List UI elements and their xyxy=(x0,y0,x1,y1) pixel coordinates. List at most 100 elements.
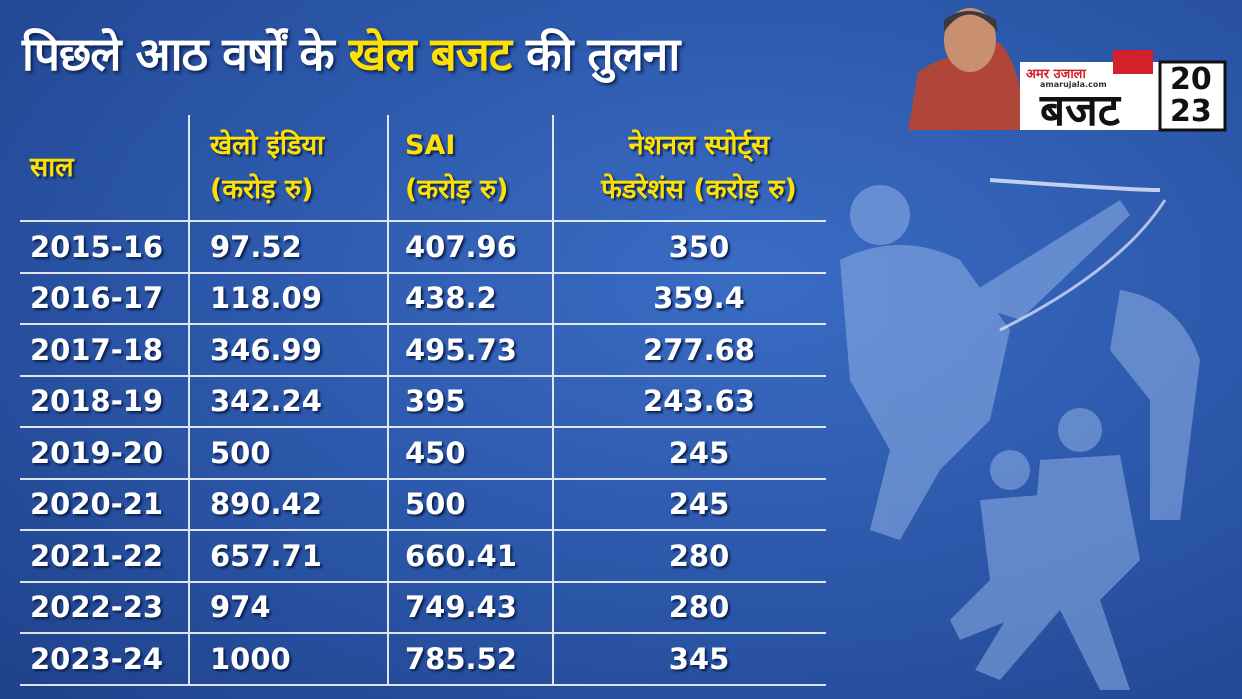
table-row: 2021-22 657.71 660.41 280 xyxy=(20,531,826,583)
column-divider xyxy=(552,376,554,426)
column-divider xyxy=(188,222,190,272)
header-line: (करोड़ रु) xyxy=(210,173,314,205)
title-part: की तुलना xyxy=(526,27,680,81)
table-cell: 2021-22 xyxy=(30,538,164,573)
header-line: खेलो इंडिया xyxy=(210,129,325,161)
header-cell: खेलो इंडिया (करोड़ रु) xyxy=(210,115,400,220)
table-cell: 118.09 xyxy=(210,281,322,316)
header-line: साल xyxy=(30,151,74,183)
table-cell: 243.63 xyxy=(643,384,755,419)
column-divider xyxy=(552,325,554,375)
column-divider xyxy=(552,531,554,581)
header-row: साल खेलो इंडिया (करोड़ रु) SAI (करोड़ रु) नेश… xyxy=(20,115,826,222)
column-divider xyxy=(552,428,554,478)
column-divider xyxy=(387,582,389,632)
table-row: 2022-23 974 749.43 280 xyxy=(20,582,826,634)
table-row: 2018-19 342.24 395 243.63 xyxy=(20,376,826,428)
budget-logo: अमर उजाला amarujala.com बजट 20 23 xyxy=(908,2,1230,136)
table-cell: 974 xyxy=(210,590,271,625)
table-row: 2015-16 97.52 407.96 350 xyxy=(20,222,826,274)
table-cell: 500 xyxy=(405,487,466,522)
table-cell: 1000 xyxy=(210,641,291,676)
column-divider xyxy=(188,634,190,684)
table-cell: 660.41 xyxy=(405,538,517,573)
table-cell: 350 xyxy=(668,229,730,264)
logo-year: 23 xyxy=(1170,94,1212,129)
table-cell: 342.24 xyxy=(210,384,322,419)
column-divider xyxy=(552,273,554,323)
table-cell: 395 xyxy=(405,384,466,419)
column-divider xyxy=(188,582,190,632)
title-highlight: खेल बजट xyxy=(348,27,512,81)
header-cell: नेशनल स्पोर्ट्स फेडरेशंस (करोड़ रु) xyxy=(572,115,826,220)
table-cell: 245 xyxy=(668,435,730,470)
table-cell: 785.52 xyxy=(405,641,517,676)
table-cell: 245 xyxy=(668,487,730,522)
table-cell: 277.68 xyxy=(643,332,755,367)
header-line: नेशनल स्पोर्ट्स xyxy=(628,129,770,161)
table-row: 2016-17 118.09 438.2 359.4 xyxy=(20,273,826,325)
column-divider xyxy=(387,115,389,220)
column-divider xyxy=(188,376,190,426)
column-divider xyxy=(387,222,389,272)
logo-brand: अमर उजाला xyxy=(1026,67,1086,82)
column-divider xyxy=(387,428,389,478)
column-divider xyxy=(188,273,190,323)
table-cell: 346.99 xyxy=(210,332,322,367)
column-divider xyxy=(188,115,190,220)
table-cell: 97.52 xyxy=(210,229,302,264)
header-cell: SAI (करोड़ रु) xyxy=(405,115,565,220)
table-cell: 2023-24 xyxy=(30,641,164,676)
column-divider xyxy=(552,634,554,684)
table-cell: 2018-19 xyxy=(30,384,164,419)
column-divider xyxy=(387,273,389,323)
logo-art xyxy=(908,8,1227,132)
title: पिछले आठ वर्षों के खेल बजट की तुलना xyxy=(22,22,680,84)
table-row: 2017-18 346.99 495.73 277.68 xyxy=(20,325,826,377)
table-cell: 345 xyxy=(668,641,730,676)
header-cell: साल xyxy=(30,115,188,220)
column-divider xyxy=(188,479,190,529)
table-row: 2023-24 1000 785.52 345 xyxy=(20,634,826,686)
column-divider xyxy=(387,376,389,426)
header-line: (करोड़ रु) xyxy=(405,173,509,205)
column-divider xyxy=(188,428,190,478)
table-cell: 495.73 xyxy=(405,332,517,367)
logo-site: amarujala.com xyxy=(1040,80,1107,89)
table-row: 2019-20 500 450 245 xyxy=(20,428,826,480)
title-part: पिछले आठ वर्षों के xyxy=(22,27,335,81)
budget-table: साल खेलो इंडिया (करोड़ रु) SAI (करोड़ रु) नेश… xyxy=(20,115,826,686)
table-cell: 2022-23 xyxy=(30,590,164,625)
table-cell: 2015-16 xyxy=(30,229,164,264)
table-cell: 438.2 xyxy=(405,281,497,316)
logo-year: 20 xyxy=(1170,62,1212,97)
table-cell: 280 xyxy=(668,590,730,625)
table-row: 2020-21 890.42 500 245 xyxy=(20,479,826,531)
table-cell: 890.42 xyxy=(210,487,322,522)
column-divider xyxy=(188,325,190,375)
table-cell: 657.71 xyxy=(210,538,322,573)
table-cell: 2016-17 xyxy=(30,281,164,316)
table-cell: 2019-20 xyxy=(30,435,164,470)
table-cell: 280 xyxy=(668,538,730,573)
table-cell: 450 xyxy=(405,435,466,470)
table-cell: 2020-21 xyxy=(30,487,164,522)
table-cell: 500 xyxy=(210,435,271,470)
column-divider xyxy=(387,531,389,581)
table-cell: 407.96 xyxy=(405,229,517,264)
column-divider xyxy=(387,479,389,529)
header-line: फेडरेशंस (करोड़ रु) xyxy=(601,173,797,205)
column-divider xyxy=(552,222,554,272)
column-divider xyxy=(188,531,190,581)
table-cell: 359.4 xyxy=(653,281,745,316)
column-divider xyxy=(552,479,554,529)
header-line: SAI xyxy=(405,129,456,161)
table-cell: 749.43 xyxy=(405,590,517,625)
table-cell: 2017-18 xyxy=(30,332,164,367)
column-divider xyxy=(552,582,554,632)
column-divider xyxy=(552,115,554,220)
column-divider xyxy=(387,634,389,684)
column-divider xyxy=(387,325,389,375)
